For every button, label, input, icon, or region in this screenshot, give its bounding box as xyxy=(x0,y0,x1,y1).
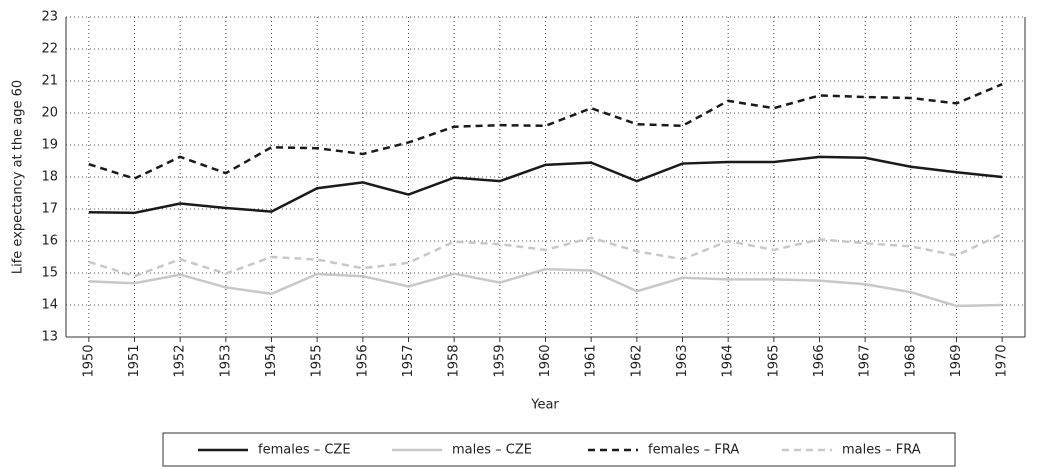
legend-label: females – FRA xyxy=(648,443,739,458)
x-tick-label: 1969 xyxy=(949,344,964,377)
x-tick-label: 1960 xyxy=(538,344,553,377)
y-tick-label: 16 xyxy=(41,234,58,249)
y-tick-label: 23 xyxy=(41,10,58,25)
x-tick-label: 1956 xyxy=(355,344,370,377)
legend-label: males – FRA xyxy=(842,443,921,458)
y-tick-label: 19 xyxy=(41,138,58,153)
x-tick-label: 1966 xyxy=(812,344,827,377)
x-tick-label: 1953 xyxy=(218,344,233,377)
legend-label: males – CZE xyxy=(452,443,532,458)
y-tick-label: 20 xyxy=(41,106,58,121)
x-tick-label: 1964 xyxy=(721,344,736,377)
series-line xyxy=(88,232,1003,278)
x-tick-label: 1954 xyxy=(264,344,279,377)
x-tick-label: 1957 xyxy=(401,344,416,377)
x-tick-label: 1958 xyxy=(447,344,462,377)
x-tick-label: 1965 xyxy=(766,344,781,377)
y-tick-label: 22 xyxy=(41,42,58,57)
x-axis-label: Year xyxy=(530,398,559,413)
x-tick-label: 1963 xyxy=(675,344,690,377)
x-tick-label: 1950 xyxy=(81,344,96,377)
x-tick-label: 1952 xyxy=(173,344,188,377)
y-tick-label: 18 xyxy=(41,170,58,185)
x-tick-label: 1962 xyxy=(629,344,644,377)
series-line xyxy=(88,267,1003,308)
y-tick-label: 13 xyxy=(41,330,58,345)
x-tick-label: 1968 xyxy=(903,344,918,377)
x-tick-label: 1970 xyxy=(995,344,1010,377)
legend-label: females – CZE xyxy=(258,443,351,458)
y-axis-label: Life expectancy at the age 60 xyxy=(11,80,26,274)
x-tick-label: 1959 xyxy=(492,344,507,377)
x-tick-label: 1955 xyxy=(310,344,325,377)
y-tick-label: 21 xyxy=(41,74,58,89)
y-tick-label: 14 xyxy=(41,298,58,313)
y-tick-label: 15 xyxy=(41,266,58,281)
x-tick-label: 1951 xyxy=(127,344,142,377)
x-tick-label: 1961 xyxy=(584,344,599,377)
series-line xyxy=(88,155,1003,215)
series-line xyxy=(88,83,1003,180)
x-tick-label: 1967 xyxy=(858,344,873,377)
legend-box xyxy=(162,432,956,467)
y-tick-label: 17 xyxy=(41,202,58,217)
